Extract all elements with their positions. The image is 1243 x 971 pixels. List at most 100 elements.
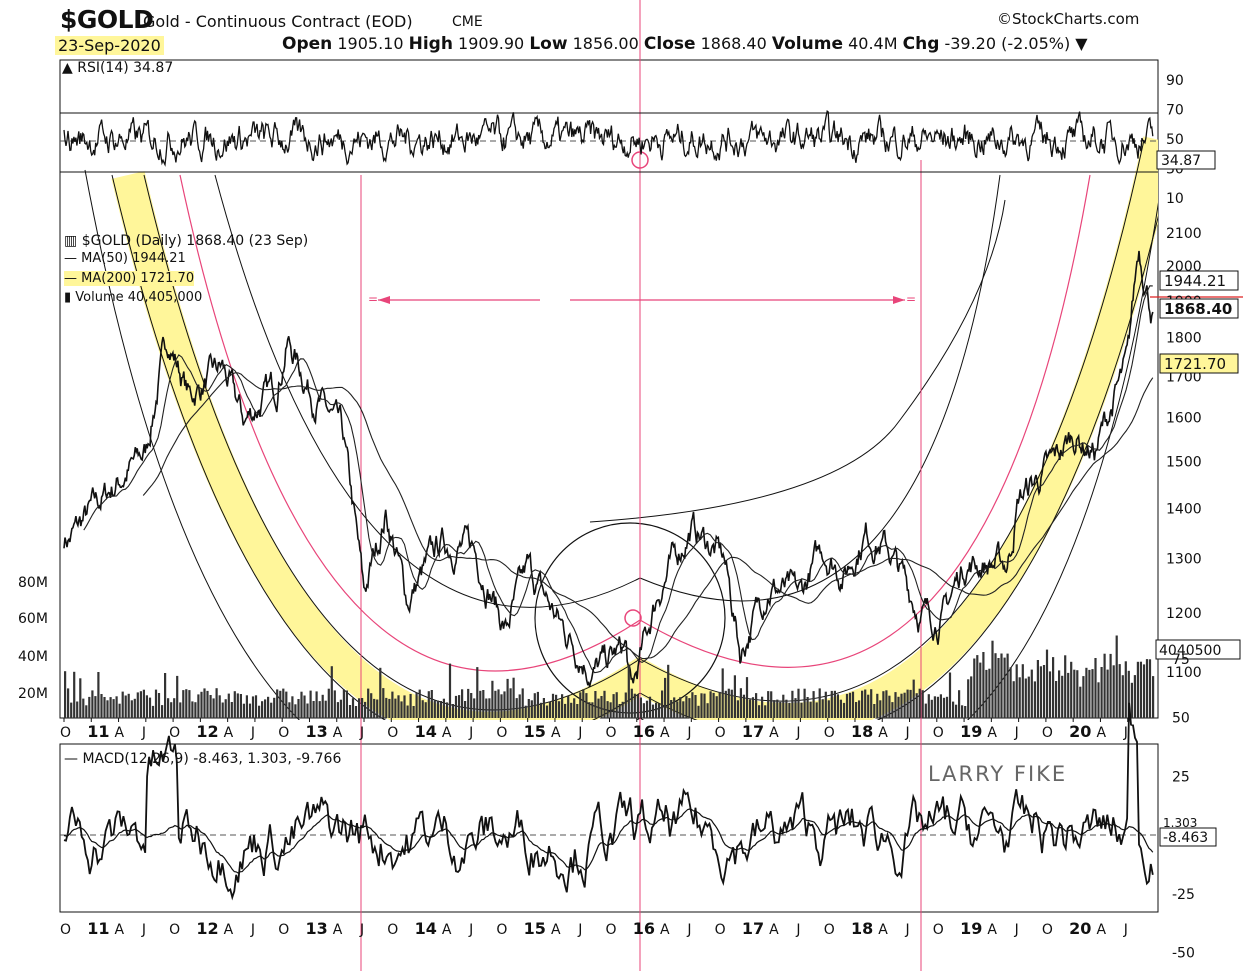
volume-bar — [1048, 671, 1052, 718]
volume-bar — [815, 702, 818, 718]
volume-bar — [651, 704, 655, 718]
x-tick-label: J — [1014, 922, 1019, 938]
ma50-series — [83, 285, 1153, 674]
volume-bar — [800, 702, 803, 718]
x-tick-label: O — [278, 725, 289, 741]
x-tick-label: 11 — [87, 722, 109, 741]
exchange: CME — [452, 14, 483, 30]
volume-label: ▮ Volume 40,405,000 — [64, 290, 203, 305]
volume-bar — [1058, 670, 1061, 718]
volume-bar — [861, 690, 864, 718]
volume-bar — [285, 691, 288, 718]
volume-bar — [845, 693, 849, 718]
volume-bar — [418, 689, 421, 718]
volume-bar — [597, 698, 600, 718]
volume-bar — [1000, 653, 1003, 718]
x-tick-label: 14 — [415, 919, 437, 938]
volume-bar — [588, 702, 591, 718]
volume-bar — [851, 691, 855, 718]
x-tick-label: 12 — [196, 722, 218, 741]
x-tick-label: 20 — [1069, 722, 1091, 741]
volume-bar — [400, 701, 403, 718]
volume-bar — [785, 699, 788, 718]
price-tick-label: 1300 — [1166, 552, 1202, 568]
x-tick-label: O — [1042, 922, 1053, 938]
volume-bar — [451, 704, 455, 718]
volume-bar — [136, 692, 139, 718]
volume-tag-text: 4040500 — [1159, 643, 1221, 659]
volume-bar — [264, 699, 267, 718]
rsi-marker — [631, 151, 649, 169]
volume-bar — [521, 688, 524, 718]
dropdown-arrow-icon[interactable]: ▼ — [1075, 34, 1088, 53]
volume-bar — [388, 698, 391, 718]
volume-bar — [1024, 678, 1027, 718]
volume-bar — [161, 705, 164, 718]
volume-bar — [385, 697, 388, 718]
volume-tick-label: 40M — [18, 649, 48, 665]
volume-bar — [221, 702, 224, 718]
volume-bar — [530, 700, 533, 718]
volume-bar — [942, 697, 946, 718]
x-tick-label: 13 — [305, 722, 327, 741]
volume-bar — [67, 688, 70, 718]
price-tick-label: 1600 — [1166, 411, 1202, 427]
volume-bar — [888, 695, 891, 718]
volume-bar — [1021, 664, 1024, 718]
volume-bar — [1085, 667, 1088, 718]
x-tick-label: J — [795, 725, 800, 741]
x-tick-label: A — [333, 922, 343, 938]
volume-icon: ▮ — [64, 290, 76, 305]
volume-bar — [439, 701, 442, 718]
volume-bar — [591, 702, 594, 718]
volume-bar — [1091, 669, 1094, 718]
volume-bar — [636, 694, 639, 718]
volume-bar — [551, 693, 555, 718]
volume-bar — [458, 695, 461, 718]
x-tick-label: A — [1096, 725, 1106, 741]
price-tag — [1159, 298, 1239, 319]
volume-bar — [527, 699, 530, 718]
x-tick-label: J — [577, 922, 582, 938]
volume-bar — [1112, 665, 1115, 718]
volume-tick-label: 20M — [18, 686, 48, 702]
volume-bar — [906, 689, 909, 718]
x-tick-label: A — [878, 725, 888, 741]
volume-bar — [245, 695, 248, 718]
price-tag — [1159, 270, 1239, 291]
volume-bar — [697, 705, 700, 718]
volume-bar — [967, 679, 970, 718]
x-tick-label: J — [141, 725, 146, 741]
volume-bar — [933, 696, 936, 718]
volume-bar — [303, 695, 306, 718]
volume-bar — [1079, 686, 1082, 718]
x-tick-label: 17 — [742, 919, 764, 938]
volume-bar — [91, 690, 94, 718]
volume-bar — [664, 677, 667, 718]
volume-bar — [882, 691, 885, 718]
x-tick-label: J — [468, 725, 473, 741]
volume-bar — [879, 700, 882, 718]
volume-bar — [224, 699, 227, 718]
volume-bar — [291, 696, 294, 718]
volume-bar — [976, 655, 979, 718]
volume-bar — [1018, 677, 1021, 718]
macd-label: — MACD(12,26,9) -8.463, 1.303, -9.766 — [64, 751, 342, 767]
x-tick-label: O — [933, 922, 944, 938]
volume-bar — [688, 698, 691, 718]
volume-bar — [858, 700, 861, 718]
volume-bar — [1082, 676, 1085, 718]
volume-bar — [612, 694, 615, 718]
volume-bar — [524, 705, 527, 718]
volume-bar — [691, 692, 694, 718]
volume-bar — [227, 693, 230, 718]
volume-bar — [442, 698, 445, 718]
volume-bar — [248, 703, 252, 718]
band-edge-outer — [111, 174, 1158, 720]
volume-bar — [324, 700, 327, 718]
volume-bar — [1100, 667, 1103, 718]
volume-bar — [903, 692, 906, 718]
volume-bar — [267, 696, 270, 718]
volume-bar — [270, 702, 273, 718]
